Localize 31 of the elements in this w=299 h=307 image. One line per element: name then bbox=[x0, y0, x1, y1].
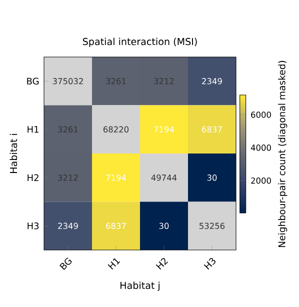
color-bar-label: 4000 bbox=[250, 144, 271, 151]
chart-title: Spatial interaction (MSI) bbox=[82, 38, 197, 47]
text: 53256 bbox=[200, 222, 225, 229]
data-label: 6837 bbox=[202, 126, 222, 133]
y-tick-label: H1 bbox=[28, 126, 38, 133]
y-tick-label: H3 bbox=[28, 222, 39, 230]
data-label: 3261 bbox=[106, 78, 126, 84]
data-label: 30 bbox=[159, 222, 169, 229]
text: 68220 bbox=[103, 126, 129, 133]
data-label: 7194 bbox=[106, 174, 126, 181]
x-tick-label: H2 bbox=[156, 258, 168, 270]
x-tick-label: H3 bbox=[204, 258, 216, 270]
text: 375032 bbox=[52, 78, 83, 84]
y-tick-label: BG bbox=[27, 78, 39, 85]
data-label: 3261 bbox=[58, 126, 78, 133]
data-label: 2349 bbox=[58, 222, 78, 229]
text: 49744 bbox=[151, 174, 177, 181]
color-bar-label: 2000 bbox=[251, 177, 271, 184]
data-label: 30 bbox=[207, 174, 217, 181]
color-bar-title: Neighbour-pair count (diagonal masked) bbox=[278, 60, 288, 247]
data-label: 6837 bbox=[106, 222, 126, 229]
data-label: 3212 bbox=[58, 174, 78, 181]
x-tick-label: BG bbox=[60, 258, 72, 270]
data-label: 3212 bbox=[154, 78, 174, 84]
x-axis-title: Habitat j bbox=[120, 282, 160, 291]
data-label: 7194 bbox=[154, 126, 174, 133]
x-tick-label: H1 bbox=[108, 258, 120, 270]
y-tick-label: H2 bbox=[28, 174, 38, 181]
data-label: 2349 bbox=[202, 78, 222, 84]
y-axis-title: Habitat i bbox=[10, 134, 18, 173]
color-bar-label: 6000 bbox=[251, 112, 271, 118]
